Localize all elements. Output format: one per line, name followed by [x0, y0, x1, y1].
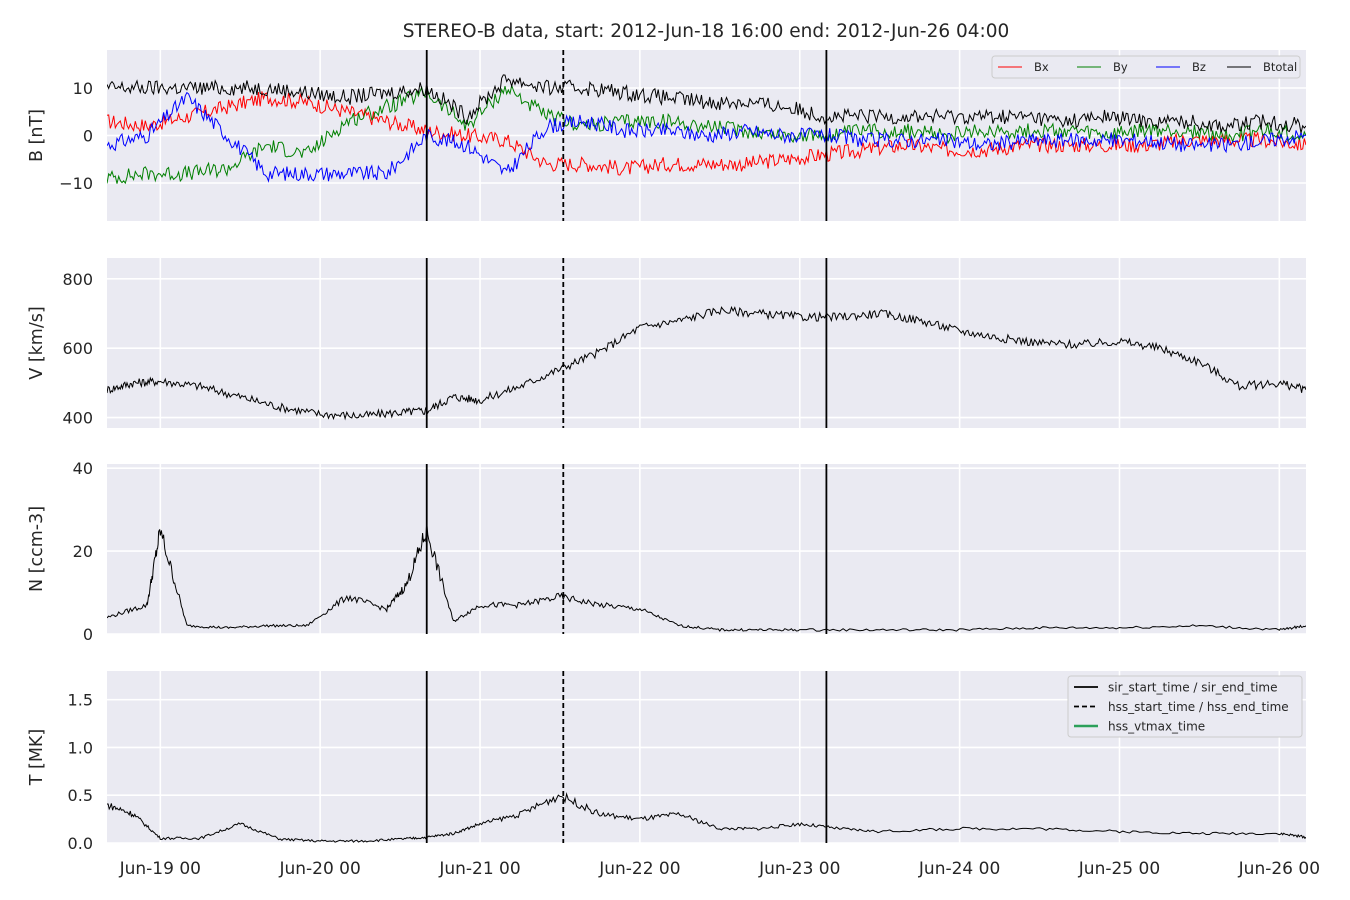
- y-tick-label: 600: [62, 339, 93, 358]
- x-tick-label: Jun-26 00: [1238, 859, 1320, 879]
- panel-1: −10 0 10 B [nT] Bx By Bz Btotal: [27, 50, 1306, 221]
- x-tick-label: Jun-21 00: [438, 859, 520, 879]
- y-tick-label: 1.0: [68, 738, 93, 757]
- series-line-trace: [107, 792, 1306, 843]
- y-tick-label: 20: [73, 542, 93, 561]
- x-tick-labels: Jun-19 00 Jun-20 00 Jun-21 00 Jun-22 00 Jun-…: [119, 859, 1320, 879]
- x-tick-label: Jun-19 00: [119, 859, 201, 879]
- legend-label: hss_vtmax_time: [1108, 720, 1205, 734]
- series-line-bx: [107, 91, 1306, 176]
- x-tick-label: Jun-22 00: [598, 859, 680, 879]
- series-line-btotal: [107, 74, 1306, 134]
- y-axis-label: T [MK]: [27, 729, 47, 786]
- legend-b-panel: Bx By Bz Btotal: [991, 55, 1301, 79]
- panel-background: [107, 258, 1306, 428]
- y-tick-label: 10: [73, 79, 93, 98]
- legend-frame: [1067, 675, 1303, 738]
- x-tick-label: Jun-24 00: [918, 859, 1000, 879]
- y-tick-label: 0.0: [68, 834, 93, 853]
- series-line-bz: [107, 91, 1306, 183]
- y-tick-label: 40: [73, 459, 93, 478]
- series-line-by: [107, 83, 1306, 185]
- panel-background: [107, 464, 1306, 634]
- legend-label: By: [1113, 60, 1128, 74]
- legend-label: sir_start_time / sir_end_time: [1108, 681, 1278, 695]
- x-tick-label: Jun-23 00: [758, 859, 840, 879]
- y-tick-label: 800: [62, 270, 93, 289]
- legend-label: Btotal: [1263, 60, 1297, 74]
- y-tick-label: 0.5: [68, 786, 93, 805]
- legend-label: Bz: [1192, 60, 1206, 74]
- series-line-trace: [107, 522, 1306, 632]
- chart-title: STEREO-B data, start: 2012-Jun-18 16:00 …: [403, 21, 1010, 42]
- y-axis-label: N [ccm-3]: [27, 506, 47, 592]
- y-tick-label: 0: [83, 625, 93, 644]
- y-axis-label: B [nT]: [27, 109, 47, 162]
- panel-4: 0.0 0.5 1.0 1.5 T [MK] sir_start_time / sir_e…: [27, 671, 1306, 853]
- panel-3: 0 20 40 N [ccm-3]: [27, 459, 1306, 644]
- legend-label: hss_start_time / hss_end_time: [1108, 700, 1289, 714]
- panel-2: 400 600 800 V [km/s]: [27, 258, 1306, 428]
- y-tick-label: −10: [59, 174, 93, 193]
- legend-events: sir_start_time / sir_end_time hss_start_t…: [1067, 675, 1303, 738]
- legend-label: Bx: [1034, 60, 1049, 74]
- series-line-trace: [107, 305, 1306, 421]
- y-tick-label: 1.5: [68, 691, 93, 710]
- y-axis-label: V [km/s]: [27, 306, 47, 379]
- x-tick-label: Jun-20 00: [278, 859, 360, 879]
- y-tick-label: 0: [83, 127, 93, 146]
- x-tick-label: Jun-25 00: [1078, 859, 1160, 879]
- legend-frame: [991, 55, 1301, 79]
- y-tick-label: 400: [62, 409, 93, 428]
